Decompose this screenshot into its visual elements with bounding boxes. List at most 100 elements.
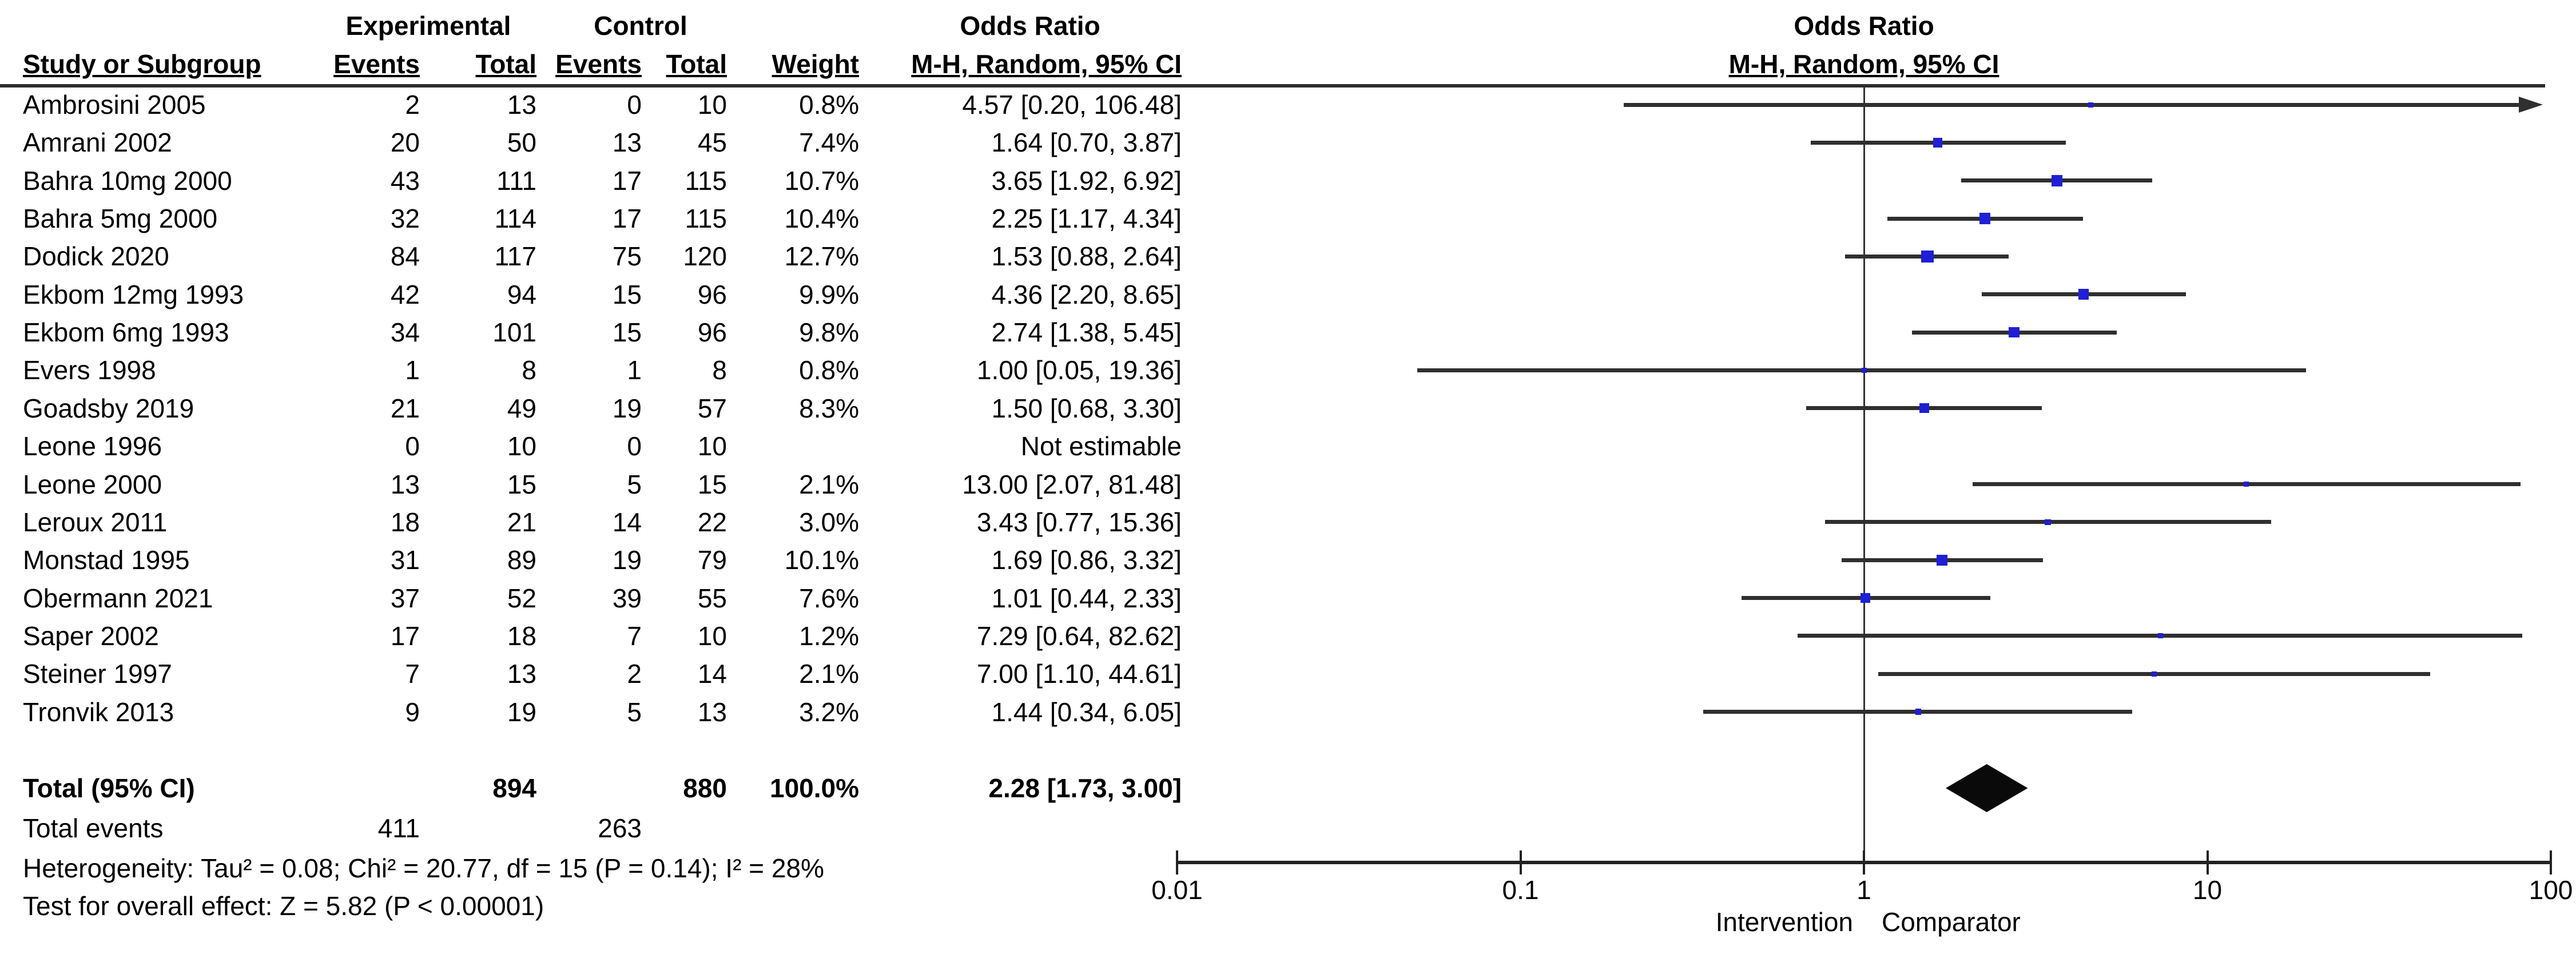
exp-total-cell: 18 bbox=[507, 621, 536, 651]
ctrl-events-cell: 19 bbox=[612, 545, 642, 575]
or-ci-cell: 1.53 [0.88, 2.64] bbox=[991, 241, 1182, 272]
study-name-cell: Obermann 2021 bbox=[23, 583, 213, 613]
x-axis-tick-label: 100 bbox=[2529, 875, 2573, 905]
weight-cell: 3.2% bbox=[799, 697, 859, 727]
total-row: Total (95% CI) 894 880 100.0% 2.28 [1.73… bbox=[0, 769, 2576, 807]
total-ci-label: 2.28 [1.73, 3.00] bbox=[988, 773, 1182, 803]
point-marker bbox=[2157, 633, 2163, 639]
axis-caption-left: Intervention bbox=[1715, 907, 1853, 937]
or-ci-cell: 4.57 [0.20, 106.48] bbox=[962, 90, 1182, 120]
exp-total-cell: 52 bbox=[507, 583, 536, 613]
ctrl-events-cell: 75 bbox=[612, 241, 642, 272]
or-ci-cell: 7.29 [0.64, 82.62] bbox=[976, 621, 1182, 651]
weight-cell: 9.8% bbox=[799, 317, 859, 348]
study-name-cell: Leroux 2011 bbox=[23, 507, 168, 537]
or-ci-cell: 7.00 [1.10, 44.61] bbox=[976, 659, 1182, 689]
axis-caption-right: Comparator bbox=[1882, 907, 2021, 937]
exp-total-cell: 117 bbox=[494, 241, 536, 272]
exp-total-cell: 21 bbox=[507, 507, 536, 537]
table-row: Ambrosini 2005 2 13 0 10 0.8% 4.57 [0.20, 106.… bbox=[0, 86, 2576, 124]
header-exp-total: Total bbox=[475, 49, 536, 79]
total-ctrl-total: 880 bbox=[683, 773, 727, 803]
or-ci-cell: 2.25 [1.17, 4.34] bbox=[991, 204, 1182, 234]
ctrl-total-cell: 10 bbox=[697, 621, 727, 651]
table-row: Dodick 2020 84 117 75 120 12.7% 1.53 [0.88, 2.… bbox=[0, 237, 2576, 275]
null-effect-line bbox=[1863, 88, 1865, 862]
table-row: Obermann 2021 37 52 39 55 7.6% 1.01 [0.44, 2.3… bbox=[0, 579, 2576, 617]
table-row: Monstad 1995 31 89 19 79 10.1% 1.69 [0.86, 3.3… bbox=[0, 541, 2576, 579]
weight-cell: 10.7% bbox=[784, 165, 859, 196]
weight-cell: 7.4% bbox=[799, 128, 859, 158]
or-ci-cell: 1.64 [0.70, 3.87] bbox=[991, 128, 1182, 158]
overall-effect-stats: Test for overall effect: Z = 5.82 (P < 0… bbox=[23, 891, 544, 921]
point-marker bbox=[1915, 709, 1922, 715]
study-name-cell: Tronvik 2013 bbox=[23, 697, 174, 727]
ctrl-total-cell: 22 bbox=[697, 507, 727, 537]
weight-cell: 2.1% bbox=[799, 469, 859, 499]
exp-total-cell: 15 bbox=[507, 469, 536, 499]
exp-events-cell: 18 bbox=[390, 507, 420, 537]
weight-cell: 12.7% bbox=[784, 241, 859, 272]
table-row: Goadsby 2019 21 49 19 57 8.3% 1.50 [0.68, 3.30… bbox=[0, 389, 2576, 427]
ctrl-total-cell: 79 bbox=[697, 545, 727, 575]
exp-events-cell: 7 bbox=[405, 659, 420, 689]
exp-total-cell: 101 bbox=[492, 317, 536, 348]
or-ci-cell: 13.00 [2.07, 81.48] bbox=[962, 469, 1182, 499]
ctrl-events-cell: 39 bbox=[612, 583, 642, 613]
ctrl-events-cell: 17 bbox=[612, 204, 642, 234]
study-name-cell: Goadsby 2019 bbox=[23, 393, 194, 423]
point-marker bbox=[2244, 482, 2249, 487]
ctrl-total-cell: 10 bbox=[697, 90, 727, 120]
table-row: Saper 2002 17 18 7 10 1.2% 7.29 [0.64, 82.62] bbox=[0, 617, 2576, 655]
x-axis-tick bbox=[1176, 850, 1178, 874]
header-exp-events: Events bbox=[333, 49, 420, 79]
weight-cell: 10.4% bbox=[784, 204, 859, 234]
table-row: Ekbom 6mg 1993 34 101 15 96 9.8% 2.74 [1.38, 5… bbox=[0, 313, 2576, 351]
point-marker bbox=[2051, 174, 2063, 186]
weight-cell: 3.0% bbox=[799, 507, 859, 537]
x-axis-tick bbox=[2550, 850, 2552, 874]
ctrl-events-cell: 7 bbox=[627, 621, 642, 651]
weight-cell: 2.1% bbox=[799, 659, 859, 689]
exp-events-cell: 20 bbox=[390, 128, 420, 158]
total-events-exp: 411 bbox=[377, 813, 420, 843]
header-ctrl-total: Total bbox=[666, 49, 727, 79]
header-group-control: Control bbox=[594, 11, 687, 41]
exp-total-cell: 50 bbox=[507, 128, 536, 158]
total-events-ctrl: 263 bbox=[598, 813, 642, 843]
x-axis-tick bbox=[2206, 850, 2209, 874]
ctrl-events-cell: 0 bbox=[627, 431, 642, 462]
plot-header-subtitle: M-H, Random, 95% CI bbox=[1728, 49, 1999, 79]
ctrl-total-cell: 15 bbox=[697, 469, 727, 499]
table-row: Leone 2000 13 15 5 15 2.1% 13.00 [2.07, 81.48] bbox=[0, 466, 2576, 503]
or-ci-cell: 1.01 [0.44, 2.33] bbox=[991, 583, 1182, 613]
header-study-or-subgroup: Study or Subgroup bbox=[23, 49, 261, 79]
table-row: Tronvik 2013 9 19 5 13 3.2% 1.44 [0.34, 6.05] bbox=[0, 693, 2576, 731]
ci-line bbox=[1624, 102, 2520, 107]
table-row: Steiner 1997 7 13 2 14 2.1% 7.00 [1.10, 44.61] bbox=[0, 655, 2576, 693]
or-ci-cell: 3.65 [1.92, 6.92] bbox=[991, 165, 1182, 196]
or-ci-cell: 4.36 [2.20, 8.65] bbox=[991, 279, 1182, 309]
point-marker bbox=[1861, 593, 1870, 603]
exp-total-cell: 111 bbox=[496, 165, 536, 196]
point-marker bbox=[1937, 554, 1948, 566]
x-axis-tick bbox=[1519, 850, 1522, 874]
point-marker bbox=[1921, 250, 1934, 263]
ctrl-events-cell: 2 bbox=[627, 659, 642, 689]
x-axis-tick-label: 10 bbox=[2192, 875, 2223, 905]
ctrl-events-cell: 15 bbox=[612, 317, 642, 348]
exp-events-cell: 13 bbox=[390, 469, 420, 499]
exp-events-cell: 42 bbox=[390, 279, 420, 309]
ctrl-total-cell: 115 bbox=[685, 165, 727, 196]
ctrl-total-cell: 57 bbox=[697, 393, 727, 423]
exp-total-cell: 8 bbox=[522, 355, 536, 385]
exp-events-cell: 9 bbox=[405, 697, 420, 727]
ctrl-total-cell: 115 bbox=[685, 204, 727, 234]
or-ci-cell: 1.69 [0.86, 3.32] bbox=[991, 545, 1182, 575]
exp-total-cell: 19 bbox=[507, 697, 536, 727]
total-exp-total: 894 bbox=[492, 773, 536, 803]
or-ci-cell: 3.43 [0.77, 15.36] bbox=[976, 507, 1182, 537]
header-group-experimental: Experimental bbox=[345, 11, 511, 41]
header-rule bbox=[0, 84, 2545, 88]
ctrl-events-cell: 15 bbox=[612, 279, 642, 309]
